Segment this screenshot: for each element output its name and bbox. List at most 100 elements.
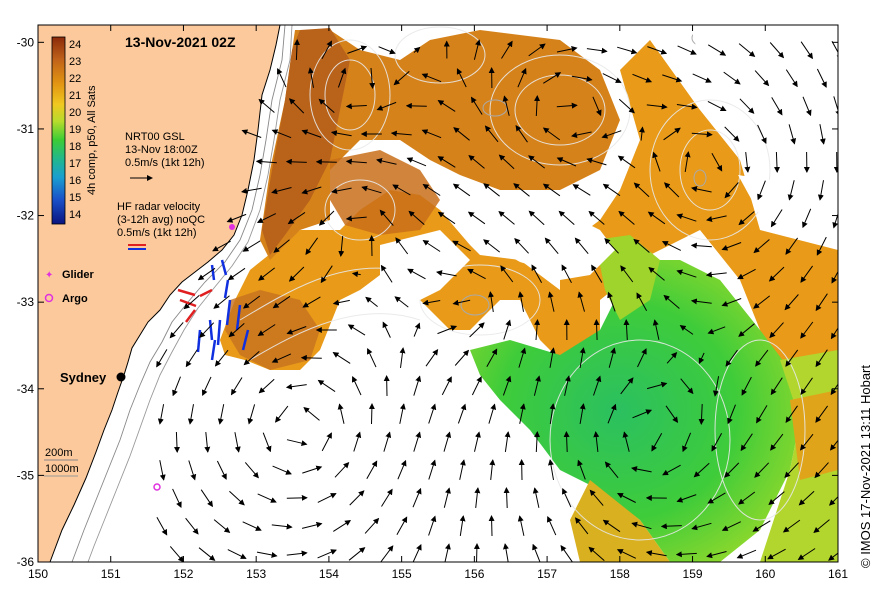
current-arrow	[272, 465, 292, 475]
current-arrow	[663, 127, 681, 141]
lat-tick-label: -32	[17, 209, 35, 223]
current-arrow	[756, 405, 768, 424]
latitude-axis: -30 -31 -32 -33 -34 -35 -36	[17, 35, 838, 569]
current-arrow	[770, 377, 783, 396]
current-arrow	[617, 46, 638, 55]
current-arrow	[579, 347, 586, 368]
map-layers	[38, 25, 838, 562]
current-arrow	[212, 240, 231, 252]
current-arrow	[217, 404, 225, 425]
current-arrow	[754, 70, 770, 87]
current-arrow	[258, 378, 275, 394]
current-arrow	[819, 124, 826, 145]
current-arrow	[262, 432, 272, 453]
lon-tick-label: 158	[610, 567, 630, 581]
current-arrow	[392, 184, 411, 196]
current-arrow	[271, 353, 292, 363]
current-arrow	[174, 431, 180, 453]
current-arrow	[454, 349, 470, 366]
current-arrow	[394, 296, 409, 308]
current-arrow	[706, 215, 727, 222]
sst-warm-region	[220, 25, 838, 420]
longitude-axis: 150 151 152 153 154 155 156 157 158 159 160 161	[28, 25, 848, 581]
current-arrow	[241, 187, 262, 194]
current-arrow	[467, 211, 486, 225]
current-arrow	[740, 433, 753, 452]
current-arrow	[376, 101, 397, 111]
current-arrow	[286, 439, 308, 447]
current-arrow	[230, 377, 243, 396]
current-arrow	[345, 103, 367, 110]
map-title: 13-Nov-2021 02Z	[125, 34, 236, 50]
current-arrow	[604, 237, 619, 254]
current-arrow	[337, 67, 347, 88]
current-arrow	[459, 515, 466, 536]
current-arrow	[586, 47, 608, 54]
current-arrow	[272, 295, 291, 309]
current-arrow	[517, 67, 527, 88]
current-arrow	[369, 67, 376, 89]
current-arrow	[589, 489, 604, 506]
current-arrow	[428, 459, 437, 480]
current-arrow	[721, 242, 742, 251]
current-arrow	[331, 187, 352, 194]
current-arrow	[474, 487, 481, 508]
current-arrow	[528, 210, 545, 226]
glider-legend-icon: ✦	[45, 270, 53, 281]
current-arrow	[663, 294, 680, 309]
current-arrow	[169, 546, 184, 562]
current-arrow	[257, 324, 276, 337]
current-arrow	[543, 72, 562, 84]
colorbar-tick-label: 19	[69, 124, 81, 136]
current-arrow	[787, 180, 795, 201]
current-arrow	[721, 298, 742, 307]
current-arrow	[413, 322, 421, 337]
current-arrow	[785, 237, 799, 255]
current-arrow	[172, 376, 181, 397]
current-arrow	[616, 549, 637, 559]
current-arrow	[276, 67, 287, 88]
current-arrow	[577, 291, 585, 312]
current-arrow	[399, 403, 406, 424]
current-arrow	[502, 375, 512, 396]
current-arrow	[817, 180, 824, 201]
current-arrow	[679, 325, 694, 335]
current-arrow	[413, 375, 422, 396]
current-arrow	[739, 98, 755, 114]
colorbar-tick-label: 15	[69, 192, 81, 204]
lat-tick-label: -36	[17, 555, 35, 569]
current-arrow	[676, 103, 698, 110]
current-arrow	[518, 347, 527, 368]
current-arrow	[213, 519, 231, 534]
current-arrow	[227, 549, 247, 559]
current-arrow	[770, 209, 783, 228]
colorbar-tick-label: 18	[69, 141, 81, 153]
current-arrow	[646, 103, 668, 110]
sydney-dot	[116, 372, 126, 382]
current-arrow	[561, 264, 572, 284]
current-arrow	[707, 100, 727, 112]
current-arrow	[300, 354, 322, 361]
current-arrow	[556, 102, 578, 109]
current-arrow	[744, 152, 751, 173]
lon-tick-label: 161	[828, 567, 848, 581]
current-arrow	[698, 403, 705, 425]
current-arrow	[724, 182, 739, 199]
current-arrow	[690, 242, 712, 249]
current-arrow	[652, 151, 661, 172]
current-arrow	[607, 403, 617, 424]
current-arrow	[705, 271, 727, 278]
current-vectors	[156, 39, 838, 562]
current-arrow	[829, 439, 838, 451]
current-arrow	[407, 268, 426, 280]
current-arrow	[563, 431, 570, 453]
lat-tick-label: -30	[17, 35, 35, 49]
current-arrow	[691, 522, 712, 531]
current-arrow	[645, 550, 667, 557]
current-arrow	[680, 378, 694, 395]
current-arrow	[725, 349, 738, 367]
current-arrow	[502, 543, 509, 562]
argo-marker	[153, 483, 161, 491]
current-arrow	[753, 239, 770, 254]
